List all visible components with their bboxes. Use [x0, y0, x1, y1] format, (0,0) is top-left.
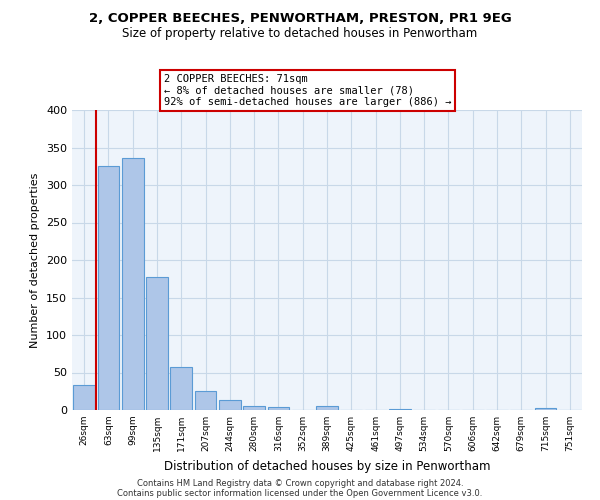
- Bar: [97, 166, 119, 410]
- Bar: [146, 276, 168, 410]
- Y-axis label: Number of detached properties: Number of detached properties: [31, 172, 40, 348]
- Bar: [243, 406, 265, 410]
- X-axis label: Distribution of detached houses by size in Penwortham: Distribution of detached houses by size …: [164, 460, 490, 472]
- Text: 2, COPPER BEECHES, PENWORTHAM, PRESTON, PR1 9EG: 2, COPPER BEECHES, PENWORTHAM, PRESTON, …: [89, 12, 511, 26]
- Text: 2 COPPER BEECHES: 71sqm
← 8% of detached houses are smaller (78)
92% of semi-det: 2 COPPER BEECHES: 71sqm ← 8% of detached…: [164, 74, 451, 107]
- Text: Contains public sector information licensed under the Open Government Licence v3: Contains public sector information licen…: [118, 488, 482, 498]
- Bar: [122, 158, 143, 410]
- Bar: [535, 408, 556, 410]
- Bar: [194, 391, 217, 410]
- Bar: [219, 400, 241, 410]
- Text: Contains HM Land Registry data © Crown copyright and database right 2024.: Contains HM Land Registry data © Crown c…: [137, 478, 463, 488]
- Bar: [389, 408, 411, 410]
- Bar: [316, 406, 338, 410]
- Bar: [268, 407, 289, 410]
- Bar: [73, 385, 95, 410]
- Bar: [170, 367, 192, 410]
- Text: Size of property relative to detached houses in Penwortham: Size of property relative to detached ho…: [122, 28, 478, 40]
